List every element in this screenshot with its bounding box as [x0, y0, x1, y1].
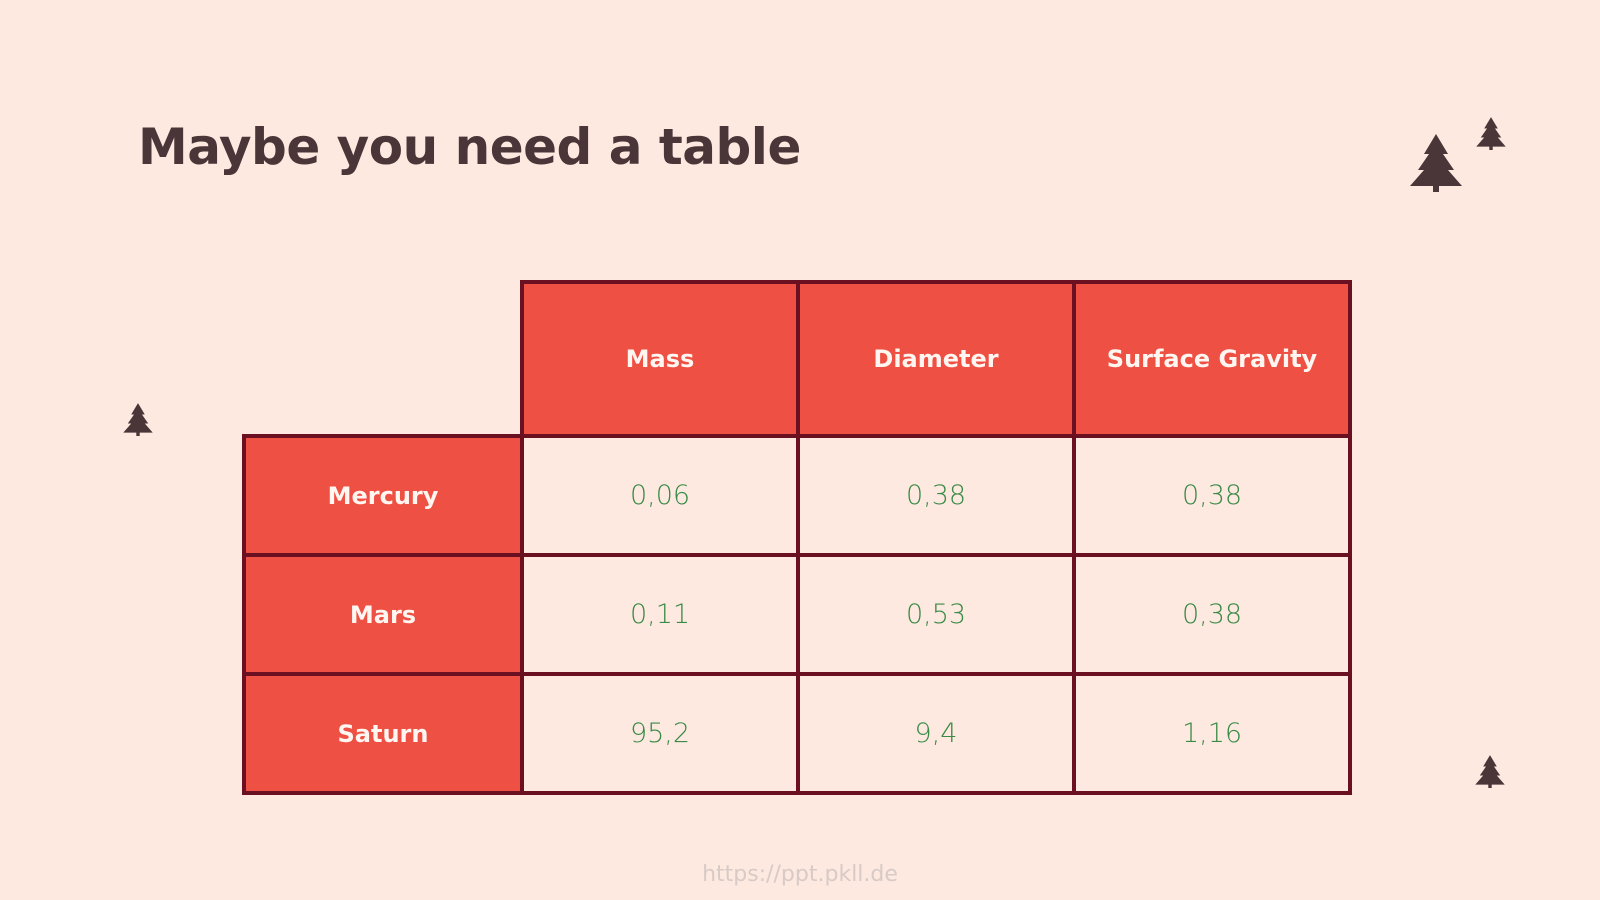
table-cell: 95,2 [520, 672, 800, 795]
table-cell: 0,38 [1072, 553, 1352, 676]
row-header: Saturn [242, 672, 524, 795]
tree-icon [1475, 755, 1505, 788]
tree-icon [1476, 117, 1506, 150]
watermark: https://ppt.pkll.de [702, 862, 898, 887]
table-cell: 0,38 [796, 434, 1076, 557]
title: Maybe you need a table [138, 118, 801, 176]
table-cell: 9,4 [796, 672, 1076, 795]
tree-icon [1410, 134, 1462, 192]
table-cell: 0,53 [796, 553, 1076, 676]
row-header: Mars [242, 553, 524, 676]
column-header: Diameter [796, 280, 1076, 438]
table-cell: 1,16 [1072, 672, 1352, 795]
table-cell: 0,11 [520, 553, 800, 676]
table-cell: 0,06 [520, 434, 800, 557]
column-header: Mass [520, 280, 800, 438]
tree-icon [123, 403, 153, 436]
table-cell: 0,38 [1072, 434, 1352, 557]
row-header: Mercury [242, 434, 524, 557]
column-header: Surface Gravity [1072, 280, 1352, 438]
